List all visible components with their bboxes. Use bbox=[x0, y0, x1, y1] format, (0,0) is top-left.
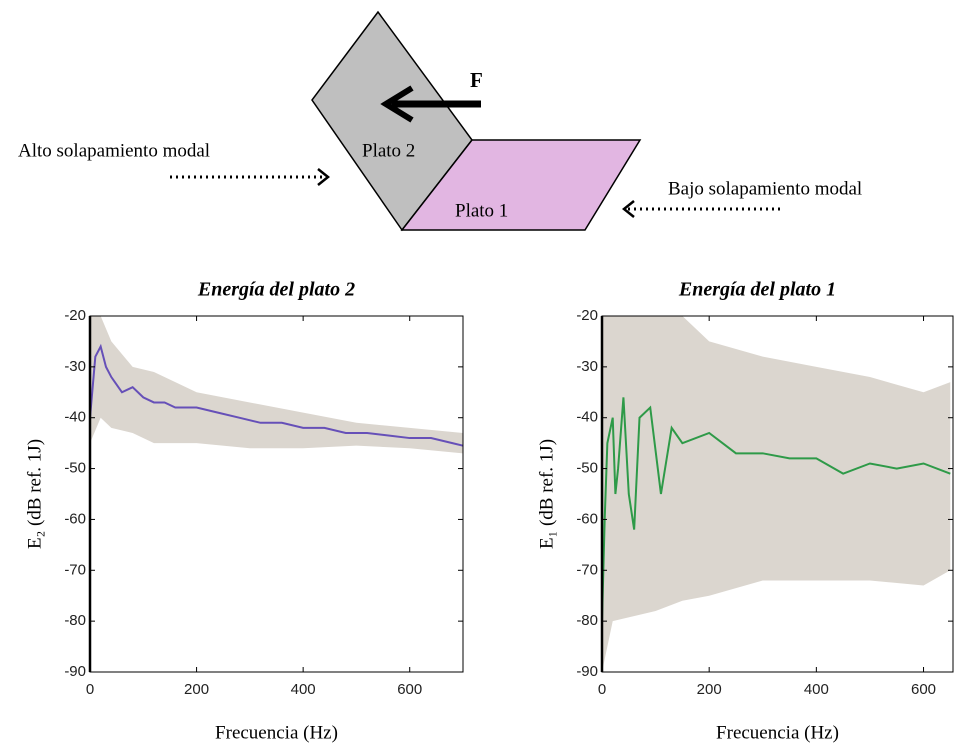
chart-title: Energía del plato 1 bbox=[678, 279, 836, 301]
y-tick-label: -60 bbox=[576, 510, 598, 527]
plate-1 bbox=[400, 139, 642, 231]
y-tick-label: -30 bbox=[576, 358, 598, 375]
y-tick-label: -80 bbox=[576, 612, 598, 629]
y-tick-label: -80 bbox=[64, 612, 86, 629]
data-line bbox=[89, 343, 464, 447]
plate-label: Plato 1 bbox=[455, 200, 508, 221]
spread-band bbox=[602, 316, 951, 672]
x-tick-label: 600 bbox=[911, 681, 936, 698]
x-tick-label: 0 bbox=[86, 681, 94, 698]
plate-label: Plato 2 bbox=[362, 140, 415, 161]
data-line bbox=[601, 397, 951, 622]
force-arrow-head bbox=[380, 85, 414, 123]
x-axis-label: Frecuencia (Hz) bbox=[716, 722, 839, 743]
x-tick-label: 400 bbox=[291, 681, 316, 698]
y-tick-label: -40 bbox=[576, 409, 598, 426]
y-tick-label: -40 bbox=[64, 409, 86, 426]
x-tick-label: 600 bbox=[397, 681, 422, 698]
x-axis-label: Frecuencia (Hz) bbox=[215, 722, 338, 743]
annotation: Bajo solapamiento modal bbox=[668, 178, 862, 199]
dotted-arrow-head bbox=[317, 168, 331, 186]
x-tick-label: 0 bbox=[598, 681, 606, 698]
y-axis-label: E₁ (dB ref. 1J) bbox=[536, 439, 557, 549]
dotted-arrow-head bbox=[621, 200, 635, 218]
y-axis-label: E₂ (dB ref. 1J) bbox=[24, 439, 45, 549]
y-tick-label: -60 bbox=[64, 510, 86, 527]
y-tick-label: -20 bbox=[576, 307, 598, 324]
y-tick-label: -90 bbox=[64, 663, 86, 680]
chart-title: Energía del plato 2 bbox=[197, 279, 355, 301]
y-tick-label: -70 bbox=[64, 561, 86, 578]
force-label: F bbox=[470, 68, 483, 92]
axes-frame bbox=[89, 315, 464, 673]
x-tick-label: 200 bbox=[697, 681, 722, 698]
y-tick-label: -90 bbox=[576, 663, 598, 680]
spread-band bbox=[90, 316, 463, 454]
y-tick-label: -70 bbox=[576, 561, 598, 578]
x-tick-label: 400 bbox=[804, 681, 829, 698]
annotation: Alto solapamiento modal bbox=[18, 140, 210, 161]
y-tick-label: -50 bbox=[64, 460, 86, 477]
y-tick-label: -30 bbox=[64, 358, 86, 375]
y-tick-label: -20 bbox=[64, 307, 86, 324]
x-tick-label: 200 bbox=[184, 681, 209, 698]
y-tick-label: -50 bbox=[576, 460, 598, 477]
